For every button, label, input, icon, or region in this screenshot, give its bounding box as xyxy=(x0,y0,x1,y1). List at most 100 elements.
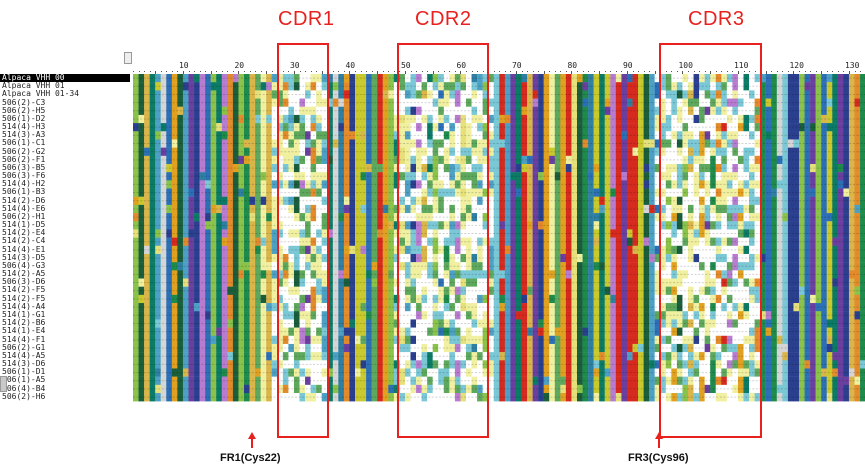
sequence-name[interactable]: 514(2)-B6 xyxy=(2,318,46,328)
sequence-name[interactable]: 514(1)-G1 xyxy=(2,309,46,319)
alignment-column xyxy=(427,74,433,402)
fr1-arrow xyxy=(251,438,253,448)
fr1-label: FR1(Cys22) xyxy=(220,452,281,464)
ruler-tick-label: 40 xyxy=(345,61,356,70)
alignment-column xyxy=(660,74,666,402)
alignment-column xyxy=(416,74,422,402)
alignment-column xyxy=(138,74,145,402)
alignment-column xyxy=(271,74,278,402)
alignment-column xyxy=(466,74,472,402)
sequence-name[interactable]: 506(2)-G1 xyxy=(2,342,46,352)
sequence-name[interactable]: 506(4)-G3 xyxy=(2,260,46,270)
alignment-column xyxy=(493,74,500,402)
sequence-name[interactable]: 514(2)-C4 xyxy=(2,236,46,246)
sequence-name[interactable]: 514(4)-E6 xyxy=(2,203,46,213)
sequence-name[interactable]: 514(2)-D6 xyxy=(2,195,46,205)
sequence-name[interactable]: 506(1)-D2 xyxy=(2,113,46,123)
sequence-name[interactable]: Alpaca VHH 01-34 xyxy=(2,89,80,99)
sequence-name[interactable]: 506(2)-C3 xyxy=(2,97,46,107)
alignment-column xyxy=(282,74,289,402)
sequence-name[interactable]: 506(1)-C1 xyxy=(2,138,46,148)
alignment-column xyxy=(521,74,528,402)
alignment-column xyxy=(832,74,839,402)
alignment-column xyxy=(316,74,322,402)
sequence-name[interactable]: 514(3)-A3 xyxy=(2,130,46,140)
sequence-name[interactable]: 514(3)-D6 xyxy=(2,359,46,369)
sequence-name[interactable]: 514(4)-A5 xyxy=(2,350,46,360)
alignment-column xyxy=(382,74,389,402)
alignment-column xyxy=(443,74,450,402)
sequence-name[interactable]: 514(3)-D5 xyxy=(2,252,46,262)
alignment-column xyxy=(604,74,611,402)
alignment-column xyxy=(577,74,583,402)
alignment-column xyxy=(305,74,311,402)
alignment-column xyxy=(482,74,489,402)
sequence-name[interactable]: 506(4)-B4 xyxy=(2,383,46,393)
alignment-column xyxy=(843,74,850,402)
ruler-tick-label: 20 xyxy=(234,61,245,70)
alignment-column xyxy=(332,74,339,402)
sequence-name[interactable]: 506(2)-H6 xyxy=(2,391,46,401)
sequence-name[interactable]: 514(1)-D5 xyxy=(2,220,46,230)
sequence-name[interactable]: 514(4)-F1 xyxy=(2,334,46,344)
sequence-name[interactable]: 514(2)-F5 xyxy=(2,285,46,295)
sequence-name[interactable]: 514(4)-H2 xyxy=(2,179,46,189)
alignment-column xyxy=(782,74,789,402)
alignment-column xyxy=(615,74,622,402)
alignment-column xyxy=(538,74,544,402)
ruler-tick-label: 80 xyxy=(567,61,578,70)
alignment-column xyxy=(688,74,694,402)
alignment-column xyxy=(837,74,844,402)
alignment-column xyxy=(643,74,650,402)
sequence-name[interactable]: 506(3)-D6 xyxy=(2,277,46,287)
ruler-tick-label: 130 xyxy=(844,61,860,70)
sequence-name[interactable]: Alpaca VHH 01 xyxy=(2,81,65,91)
sequence-name[interactable]: 514(4)-H3 xyxy=(2,122,46,132)
alignment-column xyxy=(349,74,356,402)
sequence-name[interactable]: 506(1)-D1 xyxy=(2,367,46,377)
alignment-column xyxy=(166,74,173,402)
sequence-name[interactable]: 506(1)-A5 xyxy=(2,375,46,385)
alignment-column xyxy=(682,74,689,402)
alignment-column xyxy=(854,74,861,402)
alignment-column xyxy=(654,74,661,402)
alignment-column xyxy=(366,74,372,402)
ruler-tick-label: 70 xyxy=(511,61,522,70)
ruler-tick-label: 30 xyxy=(289,61,300,70)
sequence-name[interactable]: 506(1)-B3 xyxy=(2,187,46,197)
alignment-column xyxy=(205,74,211,402)
sequence-name[interactable]: 506(2)-H5 xyxy=(2,105,46,115)
alignment-column xyxy=(821,74,827,402)
alignment-column xyxy=(288,74,295,402)
sequence-name[interactable]: 506(3)-F6 xyxy=(2,171,46,181)
alignment-column xyxy=(543,74,550,402)
alignment-column xyxy=(649,74,655,402)
sequence-name[interactable]: Alpaca VHH 00 xyxy=(0,73,130,83)
alignment-column xyxy=(815,74,822,402)
alignment-column xyxy=(860,74,865,402)
sequence-name[interactable]: 506(3)-B5 xyxy=(2,162,46,172)
alignment-column xyxy=(754,74,761,402)
alignment-column xyxy=(421,74,428,402)
sequence-name[interactable]: 514(2)-E4 xyxy=(2,228,46,238)
sequence-name[interactable]: 514(2)-A5 xyxy=(2,269,46,279)
alignment-column xyxy=(593,74,600,402)
sequence-name[interactable]: 506(2)-G2 xyxy=(2,146,46,156)
sequence-name[interactable]: 506(2)-H1 xyxy=(2,211,46,221)
sequence-name[interactable]: 514(4)-E1 xyxy=(2,244,46,254)
vertical-scrollbar-thumb[interactable] xyxy=(0,376,7,392)
alignment-column xyxy=(404,74,411,402)
fr1-arrow-head xyxy=(248,432,256,439)
alignment-column xyxy=(571,74,578,402)
ruler-scroll-button[interactable] xyxy=(124,52,132,64)
alignment-column xyxy=(726,74,733,402)
alignment-column xyxy=(610,74,617,402)
alignment-column xyxy=(743,74,750,402)
alignment-column xyxy=(182,74,189,402)
sequence-name[interactable]: 514(2)-F5 xyxy=(2,293,46,303)
sequence-name[interactable]: 506(2)-F1 xyxy=(2,154,46,164)
sequence-name[interactable]: 514(4)-A4 xyxy=(2,301,46,311)
sequence-name[interactable]: 514(1)-E4 xyxy=(2,326,46,336)
alignment-column xyxy=(793,74,800,402)
